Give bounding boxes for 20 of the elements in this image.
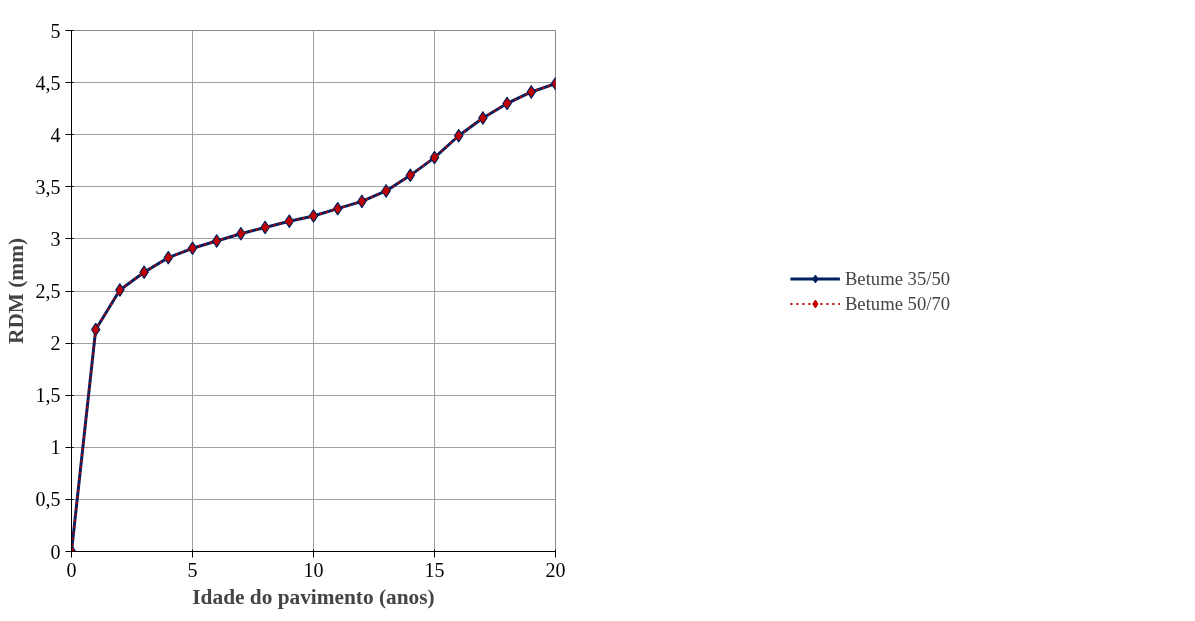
x-tick-label: 0	[66, 558, 77, 581]
y-tick-label: 2	[50, 332, 61, 355]
x-tick-label: 20	[545, 558, 566, 581]
x-tick-label: 10	[303, 558, 324, 581]
legend-label: Betume 35/50	[844, 267, 951, 289]
y-axis-title: RDM (mm)	[3, 237, 28, 344]
y-tick-label: 0,5	[35, 488, 61, 511]
legend-label: Betume 50/70	[844, 292, 951, 314]
y-tick-label: 1	[50, 436, 61, 459]
x-tick-label: 5	[187, 558, 198, 581]
x-axis-title: Idade do pavimento (anos)	[192, 584, 435, 609]
y-tick-label: 0	[50, 540, 61, 563]
y-tick-label: 3	[50, 227, 61, 250]
y-tick-label: 3,5	[35, 175, 61, 198]
y-tick-label: 4	[50, 123, 61, 146]
y-tick-label: 2,5	[35, 280, 61, 302]
y-tick-label: 1,5	[35, 384, 61, 407]
y-tick-label: 4,5	[35, 71, 61, 94]
y-tick-label: 5	[50, 19, 61, 42]
x-tick-label: 15	[424, 558, 445, 581]
